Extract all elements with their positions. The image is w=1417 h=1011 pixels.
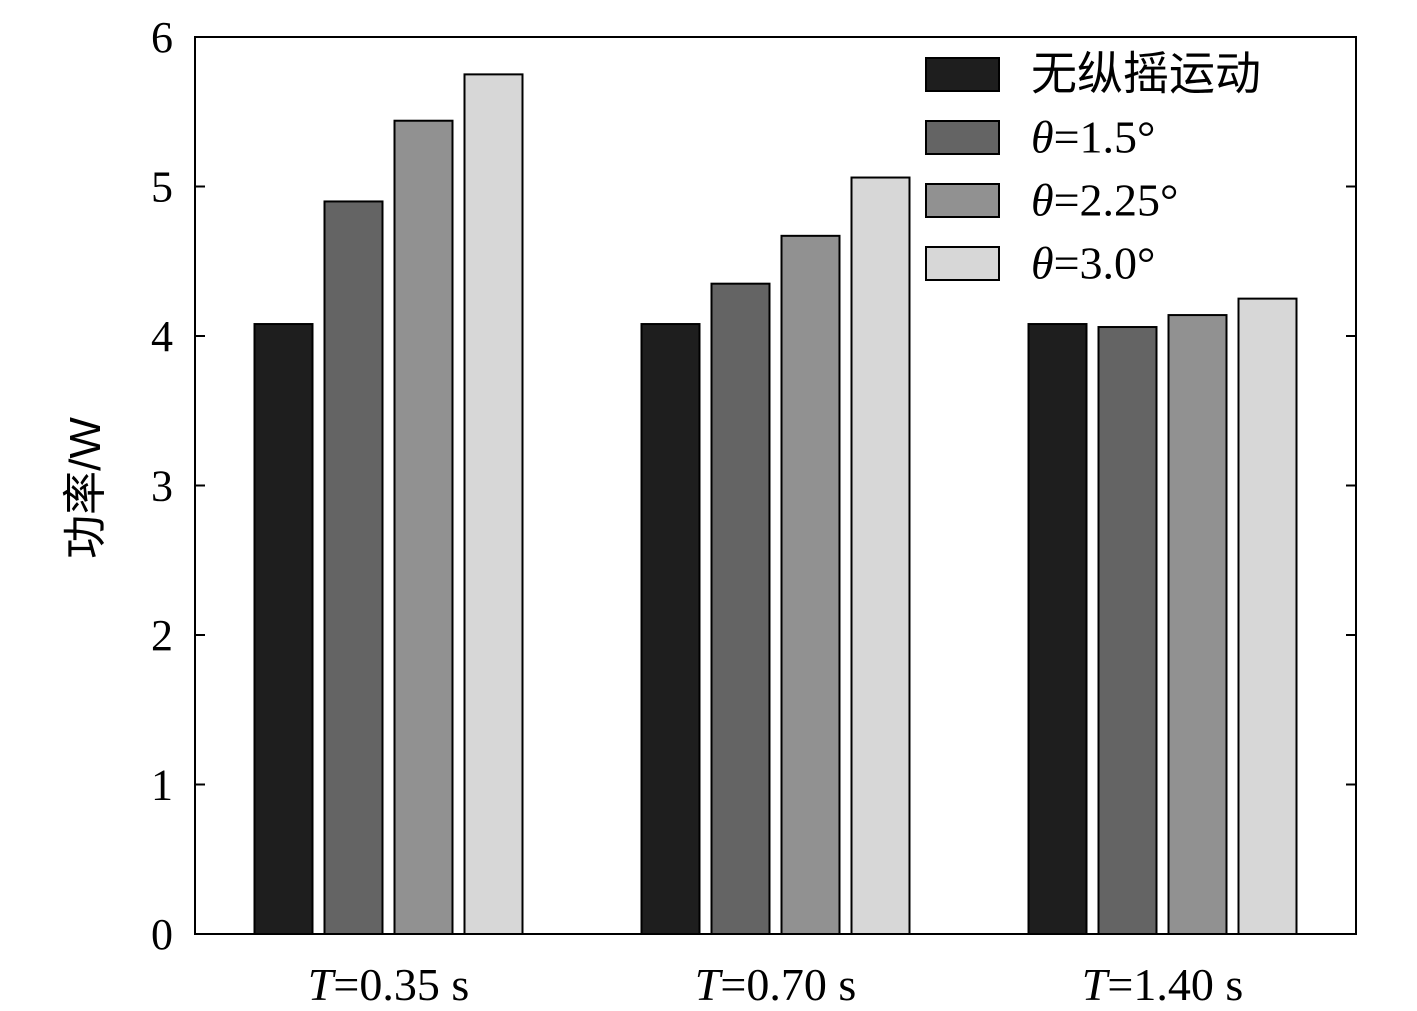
bar (393, 119, 454, 936)
y-axis: 0 1 2 3 4 5 6 (151, 13, 1356, 959)
bar (710, 282, 771, 935)
bars-group (253, 73, 1298, 936)
bar (253, 323, 314, 936)
bar (1027, 323, 1088, 936)
y-tick-label: 1 (151, 761, 173, 810)
y-tick-label: 2 (151, 611, 173, 660)
bar (850, 176, 911, 935)
legend-swatch (925, 57, 1000, 92)
legend-entry: θ=1.5° (1031, 112, 1155, 163)
x-axis: T=0.35 s T=0.70 s T=1.40 s (308, 959, 1243, 1010)
legend-swatch (925, 120, 1000, 155)
y-tick-label: 6 (151, 13, 173, 62)
bar (640, 323, 701, 936)
legend-entry: θ=2.25° (1031, 175, 1178, 226)
y-tick-label: 0 (151, 910, 173, 959)
bar (323, 200, 384, 935)
bar (1167, 314, 1228, 935)
x-tick-label: T=1.40 s (1082, 959, 1243, 1010)
bar (1237, 297, 1298, 935)
x-tick-label: T=0.70 s (695, 959, 856, 1010)
bar (463, 73, 524, 935)
y-tick-label: 4 (151, 312, 173, 361)
y-tick-label: 5 (151, 163, 173, 212)
legend: 无纵摇运动 θ=1.5° θ=2.25° θ=3.0° (925, 49, 1261, 289)
x-tick-label: T=0.35 s (308, 959, 469, 1010)
y-tick-label: 3 (151, 462, 173, 511)
legend-entry: θ=3.0° (1031, 238, 1155, 289)
bar (1097, 326, 1158, 935)
y-axis-label: 功率/W (61, 417, 110, 559)
legend-swatch (925, 246, 1000, 281)
bar (780, 234, 841, 935)
legend-entry: 无纵摇运动 (1031, 49, 1261, 100)
legend-swatch (925, 183, 1000, 218)
